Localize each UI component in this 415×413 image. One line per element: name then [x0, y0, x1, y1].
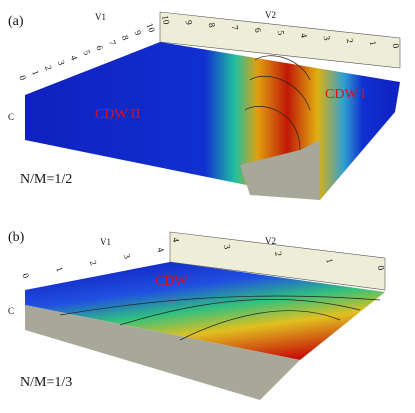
floor [25, 305, 300, 400]
contour [244, 55, 311, 151]
tick-label: 7 [107, 39, 118, 47]
tick-label: 9 [133, 29, 144, 37]
tick-label: 2 [273, 251, 284, 257]
tick-label: 10 [160, 15, 171, 26]
tick-label: 0 [17, 74, 28, 82]
tick-label: 7 [230, 25, 241, 32]
tick-label: 4 [155, 246, 166, 254]
tick-label: 0 [376, 265, 387, 272]
ratio-label: N/M=1/2 [20, 172, 72, 187]
back-wall [159, 11, 401, 69]
tick-label: 1 [54, 265, 65, 273]
ratio-label: N/M=1/3 [20, 375, 72, 390]
axis-label: V2 [265, 236, 276, 246]
surface [25, 262, 385, 360]
tick-label: 5 [81, 49, 92, 57]
tick-label: 3 [56, 59, 67, 67]
tick-label: 3 [122, 252, 133, 260]
tick-label: 0 [20, 272, 31, 280]
region-label: CDW II [95, 107, 141, 122]
panel-label: (a) [8, 14, 24, 29]
tick-label: 5 [276, 30, 287, 37]
tick-label: 10 [145, 22, 158, 34]
axis-label: C [8, 306, 14, 316]
panel-label: (b) [8, 230, 25, 245]
tick-label: 4 [69, 54, 80, 62]
tick-label: 2 [345, 38, 356, 44]
back-wall [169, 231, 386, 291]
tick-label: 3 [222, 244, 233, 251]
region-label: CDW I [325, 87, 366, 102]
tick-label: 8 [207, 22, 218, 29]
tick-label: 8 [120, 34, 131, 42]
tick-label: 1 [30, 69, 41, 77]
tick-label: 0 [391, 43, 402, 50]
tick-label: 4 [299, 32, 310, 39]
tick-label: 6 [253, 27, 264, 34]
tick-label: 1 [324, 258, 335, 264]
tick-label: 9 [184, 19, 195, 26]
tick-label: 2 [88, 259, 99, 267]
surface [25, 42, 400, 200]
tick-label: 1 [368, 40, 379, 46]
tick-label: 4 [171, 237, 182, 244]
axis-label: V1 [100, 237, 111, 247]
tick-label: 6 [94, 44, 105, 52]
axis-label: C [8, 112, 14, 122]
region-label: CDW [155, 274, 188, 289]
axis-label: V1 [95, 12, 106, 22]
tick-label: 2 [43, 64, 54, 72]
tick-label: 3 [322, 35, 333, 42]
contour [59, 295, 381, 341]
floor [240, 140, 320, 200]
axis-label: V2 [265, 10, 276, 20]
